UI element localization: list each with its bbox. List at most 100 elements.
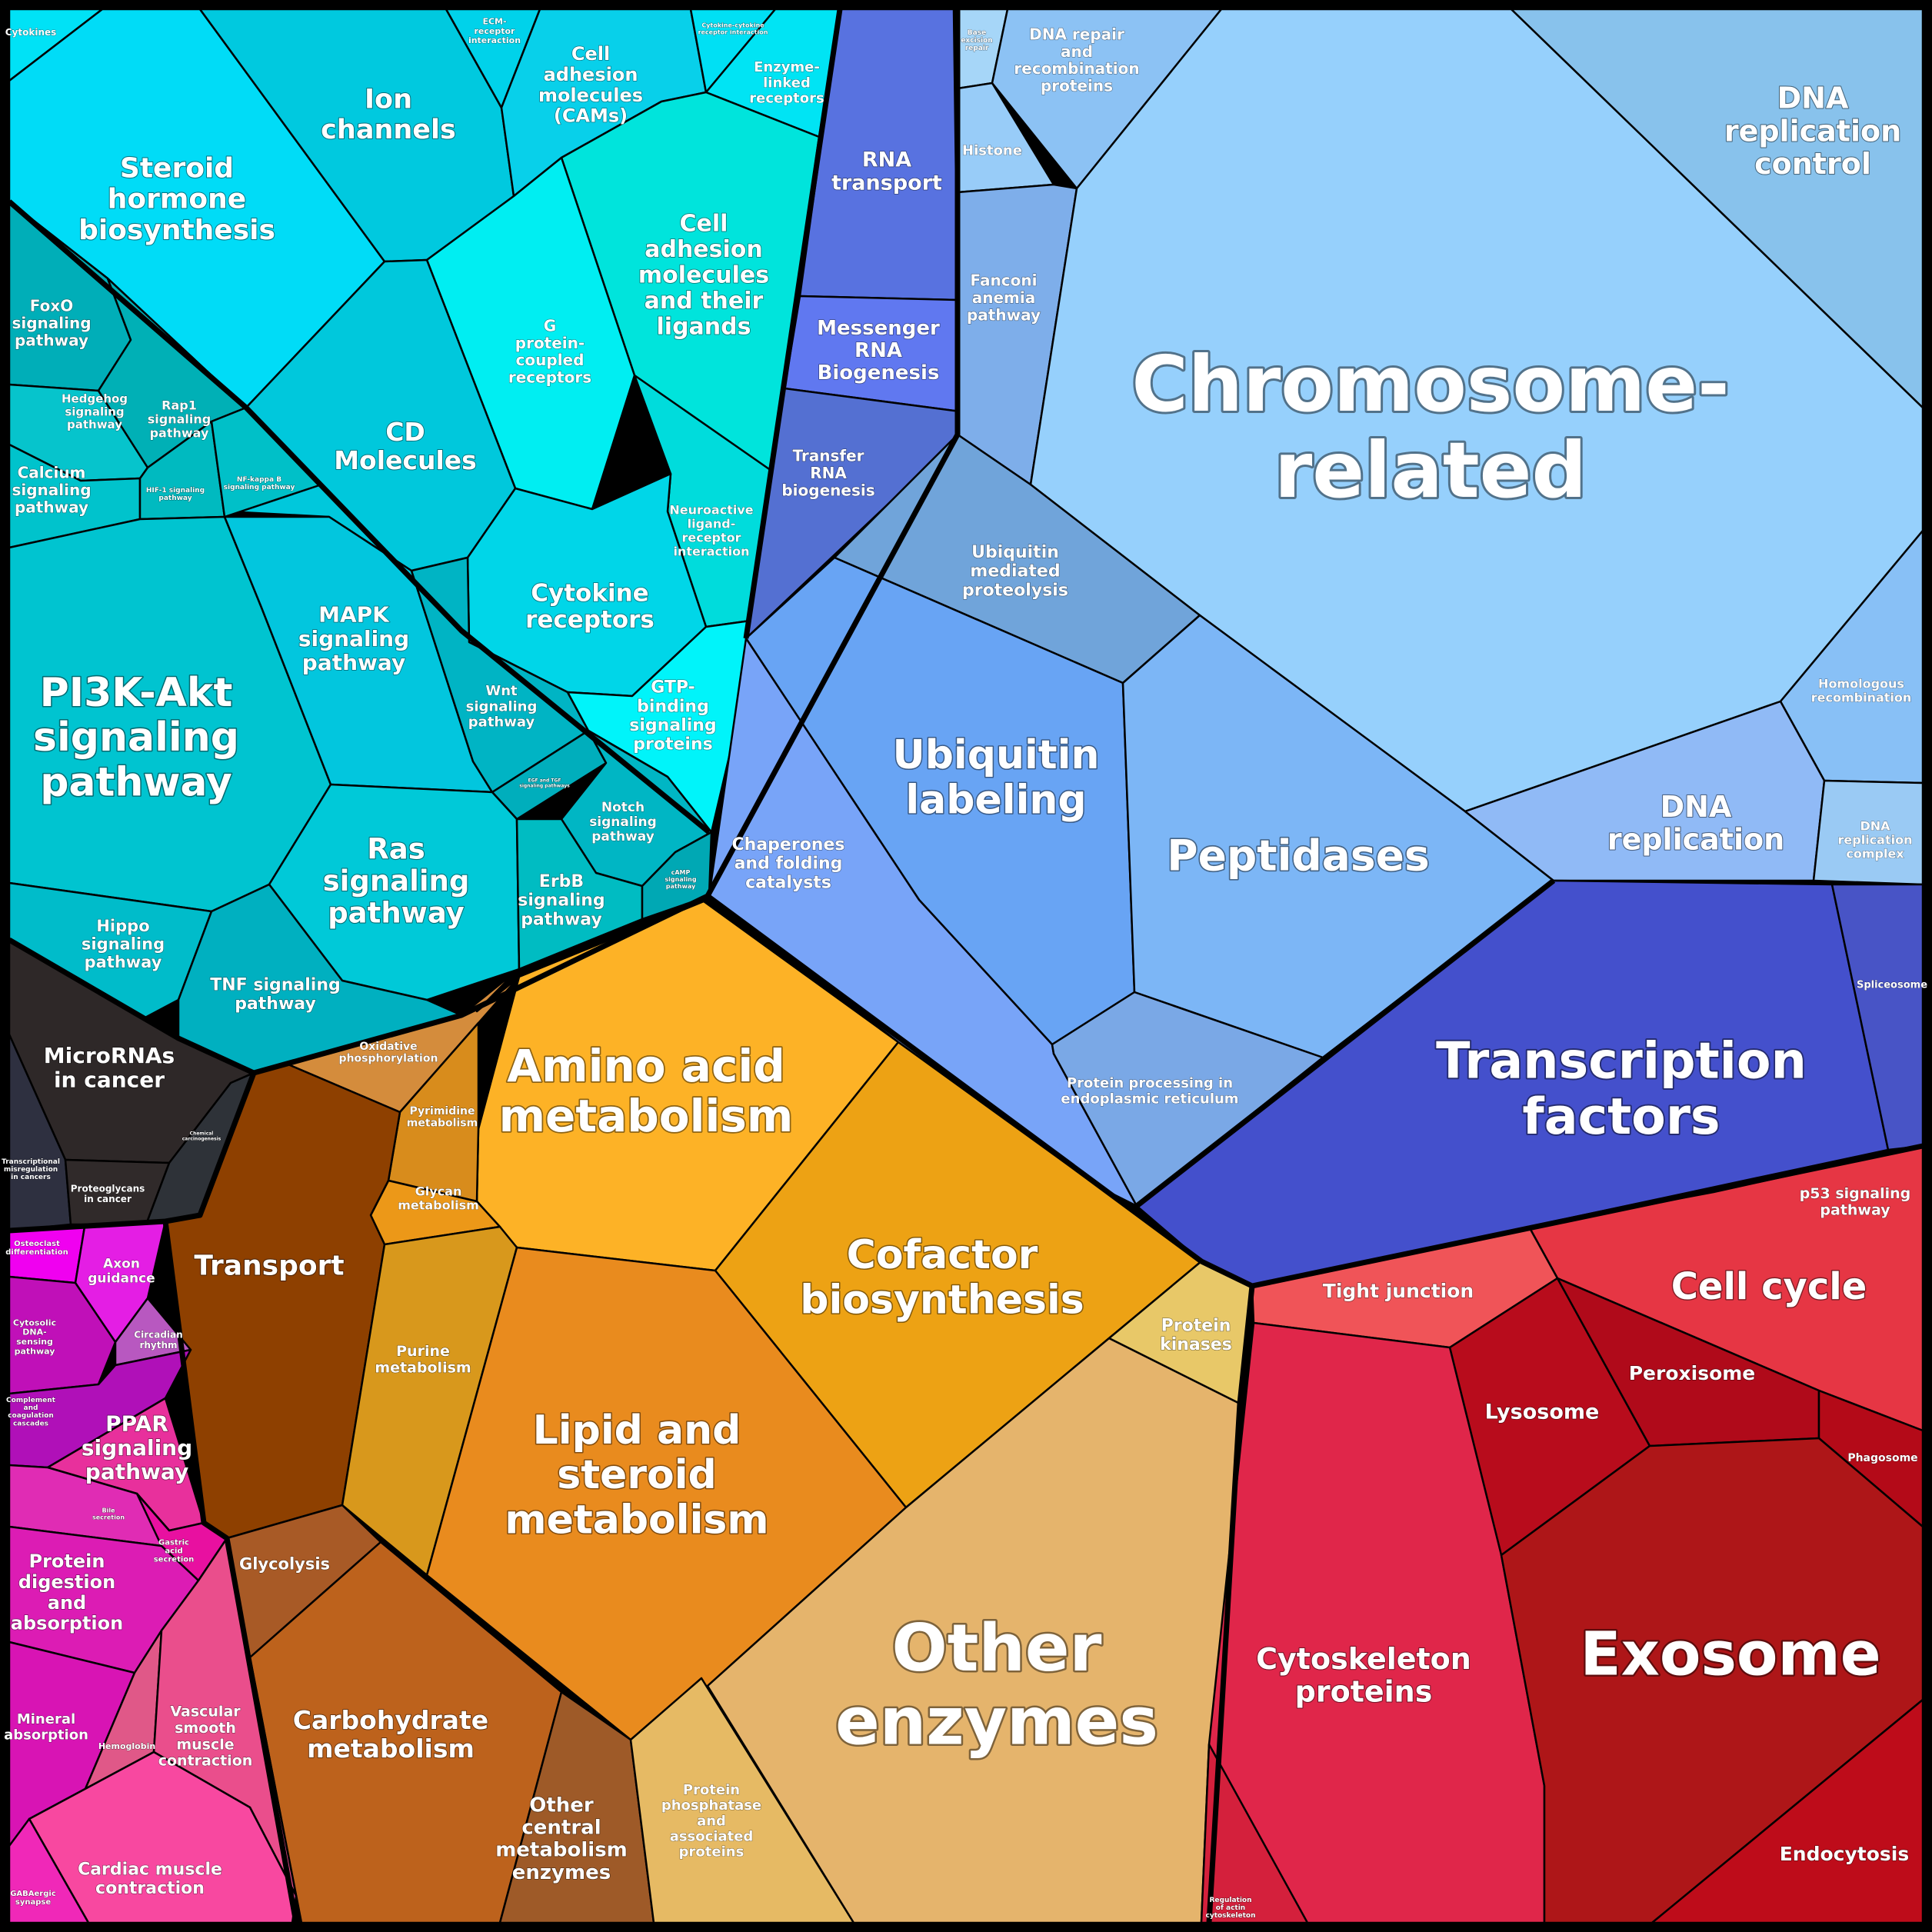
- label-line: pathway: [40, 759, 232, 805]
- label-line: signaling: [518, 891, 605, 911]
- label-line: pathway: [591, 829, 655, 844]
- label-histone: Histone: [962, 142, 1022, 158]
- label-line: Circadian: [134, 1330, 182, 1341]
- label-line: cAMP: [671, 869, 691, 876]
- label-line: pathway: [328, 896, 465, 929]
- label-line: labeling: [905, 777, 1086, 823]
- label-cd-molecules: CD Molecules: [334, 417, 477, 475]
- label-line: RNA: [854, 339, 902, 362]
- label-line: associated: [670, 1829, 754, 1845]
- label-cofactor-biosynthesis: Cofactor biosynthesis: [800, 1232, 1084, 1323]
- label-line: pathway: [67, 418, 122, 431]
- label-transfer-rna-biogenesis: Transfer RNA biogenesis: [781, 447, 874, 500]
- label-line: absorption: [11, 1613, 123, 1634]
- label-line: repair: [965, 45, 989, 52]
- label-line: in cancer: [84, 1194, 132, 1204]
- label-line: adhesion: [645, 236, 763, 263]
- label-gtp-binding-signaling-proteins: GTP-binding signaling proteins: [629, 678, 716, 754]
- label-rna-transport: RNA transport: [831, 148, 942, 195]
- label-micrornas-in-cancer: MicroRNAs in cancer: [44, 1043, 175, 1092]
- label-line: ErbB: [539, 872, 584, 891]
- label-line: muscle: [176, 1736, 234, 1753]
- label-line: Bile: [102, 1507, 115, 1514]
- label-ras-signaling-pathway: Ras signaling pathway: [323, 833, 470, 930]
- label-axon-guidance: Axon guidance: [88, 1256, 155, 1286]
- label-line: steroid: [557, 1452, 717, 1498]
- label-line: proteins: [1041, 77, 1113, 95]
- group-border: [162, 1221, 299, 1924]
- label-protein-kinases: Protein kinases: [1160, 1316, 1232, 1354]
- label-line: Glycan: [415, 1184, 462, 1199]
- label-steroid-hormone-biosynthesis: Steroid hormone biosynthesis: [78, 152, 275, 246]
- label-line: synapse: [15, 1898, 51, 1907]
- label-line: recombination: [1811, 691, 1912, 705]
- label-tnf-signaling-pathway: TNF signaling pathway: [210, 975, 341, 1014]
- label-line: biogenesis: [781, 481, 874, 499]
- label-line: Base: [968, 29, 986, 37]
- label-line: in cancer: [54, 1068, 165, 1093]
- label-phagosome: Phagosome: [1847, 1452, 1917, 1464]
- group-border: [743, 8, 843, 639]
- label-pi3k-akt-signaling-pathway: PI3K-Akt signaling pathway: [33, 670, 239, 805]
- label-line: pathway: [15, 498, 88, 516]
- label-peroxisome: Peroxisome: [1629, 1362, 1756, 1384]
- label-line: signaling pathways: [519, 784, 570, 789]
- label-line: Hippo: [96, 917, 149, 935]
- label-line: metabolism: [495, 1839, 628, 1862]
- label-line: Other: [529, 1794, 594, 1817]
- label-line: MAPK: [318, 601, 390, 627]
- label-line: Exosome: [1580, 1620, 1880, 1689]
- label-line: catalysts: [745, 873, 831, 892]
- label-line: Osteoclast: [14, 1240, 60, 1248]
- label-homologous-recombination: Homologous recombination: [1811, 677, 1912, 705]
- label-line: metabolism: [398, 1198, 479, 1213]
- label-hemoglobin: Hemoglobin: [98, 1741, 155, 1751]
- label-line: Amino acid: [507, 1040, 784, 1092]
- label-line: Lipid and: [533, 1407, 741, 1454]
- label-line: Regulation: [1209, 1897, 1251, 1904]
- label-line: phosphatase: [661, 1797, 761, 1814]
- label-fanconi-anemia-pathway: Fanconi anemia pathway: [967, 271, 1041, 325]
- label-line: guidance: [88, 1271, 155, 1287]
- label-line: rhythm: [139, 1340, 177, 1351]
- label-line: misregulation: [4, 1166, 58, 1174]
- label-line: Mineral: [17, 1711, 75, 1727]
- label-cytokine-cytokine-receptor-interaction: Cytokine-cytokine receptor interaction: [698, 22, 768, 35]
- label-line: in cancers: [11, 1174, 51, 1181]
- label-line: related: [1274, 425, 1587, 515]
- label-line: Transcriptional: [2, 1158, 60, 1166]
- label-line: signaling: [82, 934, 165, 953]
- label-line: Peroxisome: [1629, 1362, 1756, 1384]
- label-line: transport: [831, 172, 942, 195]
- label-ion-channels: Ion channels: [321, 85, 456, 145]
- group-border: [253, 893, 709, 1076]
- label-cell-cycle: Cell cycle: [1671, 1265, 1867, 1308]
- label-line: and: [1061, 42, 1093, 61]
- label-line: Fanconi: [971, 271, 1038, 290]
- label-gastric-acid-secretion: Gastric acid secretion: [154, 1538, 195, 1564]
- label-line: Ubiquitin: [892, 732, 1099, 778]
- label-mineral-absorption: Mineral absorption: [4, 1711, 88, 1743]
- label-line: FoxO: [30, 297, 74, 315]
- label-line: Enzyme-: [754, 59, 820, 75]
- label-line: PPAR: [105, 1411, 168, 1436]
- label-dna-replication-complex: DNA replication complex: [1838, 819, 1913, 861]
- label-line: signaling: [12, 481, 91, 499]
- cell-camp-signaling-pathway: [641, 831, 713, 921]
- label-line: Cytoskeleton: [1256, 1642, 1471, 1676]
- label-line: proteins: [679, 1844, 744, 1860]
- label-line: pathway: [235, 994, 316, 1014]
- label-endocytosis: Endocytosis: [1780, 1843, 1910, 1865]
- label-purine-metabolism: Purine metabolism: [375, 1343, 471, 1376]
- label-line: metabolism: [307, 1734, 475, 1764]
- label-line: receptors: [525, 606, 655, 634]
- group-border: [1134, 878, 1556, 1208]
- label-line: ligand-: [688, 517, 736, 531]
- label-line: secretion: [92, 1514, 125, 1521]
- label-line: control: [1754, 147, 1871, 181]
- group-cancer: [8, 938, 255, 1232]
- label-line: adhesion: [544, 64, 638, 85]
- label-line: Cytosolic: [13, 1317, 56, 1327]
